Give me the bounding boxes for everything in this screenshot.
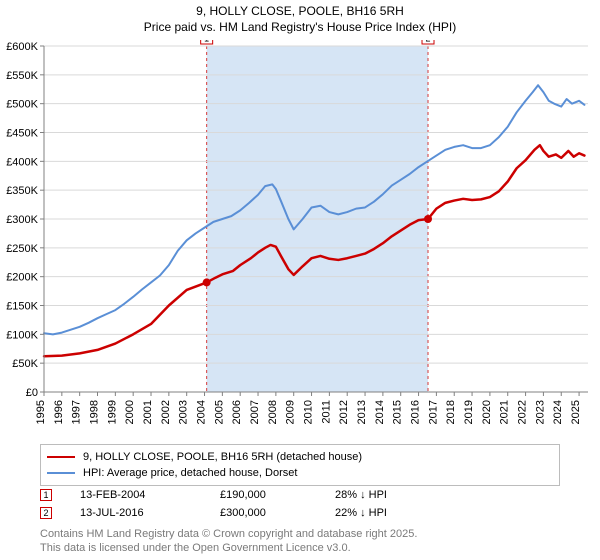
title-line1: 9, HOLLY CLOSE, POOLE, BH16 5RH xyxy=(0,4,600,20)
chart-title: 9, HOLLY CLOSE, POOLE, BH16 5RH Price pa… xyxy=(0,0,600,35)
sales-table: 1 13-FEB-2004£190,00028% ↓ HPI 2 13-JUL-201… xyxy=(40,486,560,522)
svg-text:1996: 1996 xyxy=(53,400,65,424)
svg-text:£50K: £50K xyxy=(12,358,38,370)
svg-text:2013: 2013 xyxy=(356,400,368,424)
svg-text:£400K: £400K xyxy=(6,156,38,168)
svg-text:£600K: £600K xyxy=(6,41,38,53)
svg-text:2020: 2020 xyxy=(481,400,493,424)
svg-text:2025: 2025 xyxy=(570,400,582,424)
svg-text:£250K: £250K xyxy=(6,243,38,255)
sale-date: 13-JUL-2016 xyxy=(80,507,220,519)
svg-text:1: 1 xyxy=(204,40,209,44)
svg-text:2011: 2011 xyxy=(320,400,332,424)
svg-text:2: 2 xyxy=(426,40,431,44)
svg-text:2018: 2018 xyxy=(445,400,457,424)
svg-text:2010: 2010 xyxy=(303,400,315,424)
title-line2: Price paid vs. HM Land Registry's House … xyxy=(0,20,600,36)
svg-text:2012: 2012 xyxy=(338,400,350,424)
svg-text:£150K: £150K xyxy=(6,301,38,313)
svg-text:£450K: £450K xyxy=(6,128,38,140)
footer-line2: This data is licensed under the Open Gov… xyxy=(40,542,580,556)
sale-vs-hpi: 28% ↓ HPI xyxy=(335,489,465,501)
svg-text:2002: 2002 xyxy=(160,400,172,424)
svg-text:2022: 2022 xyxy=(517,400,529,424)
chart-area: £0 £50K £100K £150K £200K £250K £300K £350K £400… xyxy=(0,40,600,440)
svg-text:2004: 2004 xyxy=(196,400,208,424)
legend-item: HPI: Average price, detached house, Dors… xyxy=(47,465,553,481)
svg-text:2024: 2024 xyxy=(552,400,564,424)
svg-text:£100K: £100K xyxy=(6,329,38,341)
sale-marker-icon: 1 xyxy=(40,489,52,501)
sale-marker-icon: 2 xyxy=(40,507,52,519)
legend-label: 9, HOLLY CLOSE, POOLE, BH16 5RH (detache… xyxy=(83,451,362,463)
legend: 9, HOLLY CLOSE, POOLE, BH16 5RH (detache… xyxy=(40,444,560,486)
footer-line1: Contains HM Land Registry data © Crown c… xyxy=(40,528,580,542)
svg-text:1999: 1999 xyxy=(106,400,118,424)
svg-text:2019: 2019 xyxy=(463,400,475,424)
svg-text:2015: 2015 xyxy=(392,400,404,424)
svg-text:£0: £0 xyxy=(26,387,38,399)
sale-price: £300,000 xyxy=(220,507,335,519)
svg-text:£500K: £500K xyxy=(6,99,38,111)
legend-item: 9, HOLLY CLOSE, POOLE, BH16 5RH (detache… xyxy=(47,449,553,465)
svg-text:1995: 1995 xyxy=(35,400,47,424)
svg-text:2016: 2016 xyxy=(410,400,422,424)
svg-text:2008: 2008 xyxy=(267,400,279,424)
sale-date: 13-FEB-2004 xyxy=(80,489,220,501)
legend-swatch xyxy=(47,456,75,458)
svg-text:2021: 2021 xyxy=(499,400,511,424)
svg-text:2000: 2000 xyxy=(124,400,136,424)
svg-text:£200K: £200K xyxy=(6,272,38,284)
svg-text:1998: 1998 xyxy=(89,400,101,424)
legend-label: HPI: Average price, detached house, Dors… xyxy=(83,467,297,479)
table-row: 1 13-FEB-2004£190,00028% ↓ HPI xyxy=(40,486,560,504)
svg-text:2006: 2006 xyxy=(231,400,243,424)
svg-text:2009: 2009 xyxy=(285,400,297,424)
svg-text:2003: 2003 xyxy=(178,400,190,424)
svg-text:2017: 2017 xyxy=(427,400,439,424)
sale-vs-hpi: 22% ↓ HPI xyxy=(335,507,465,519)
sale-price: £190,000 xyxy=(220,489,335,501)
svg-text:2014: 2014 xyxy=(374,400,386,424)
line-chart-svg: £0 £50K £100K £150K £200K £250K £300K £350K £400… xyxy=(0,40,600,440)
svg-text:1997: 1997 xyxy=(71,400,83,424)
table-row: 2 13-JUL-2016£300,00022% ↓ HPI xyxy=(40,504,560,522)
footer-attribution: Contains HM Land Registry data © Crown c… xyxy=(40,528,580,556)
svg-text:2005: 2005 xyxy=(213,400,225,424)
svg-text:2007: 2007 xyxy=(249,400,261,424)
legend-swatch xyxy=(47,472,75,474)
svg-text:£550K: £550K xyxy=(6,70,38,82)
svg-text:2001: 2001 xyxy=(142,400,154,424)
svg-text:£350K: £350K xyxy=(6,185,38,197)
svg-text:2023: 2023 xyxy=(534,400,546,424)
svg-text:£300K: £300K xyxy=(6,214,38,226)
